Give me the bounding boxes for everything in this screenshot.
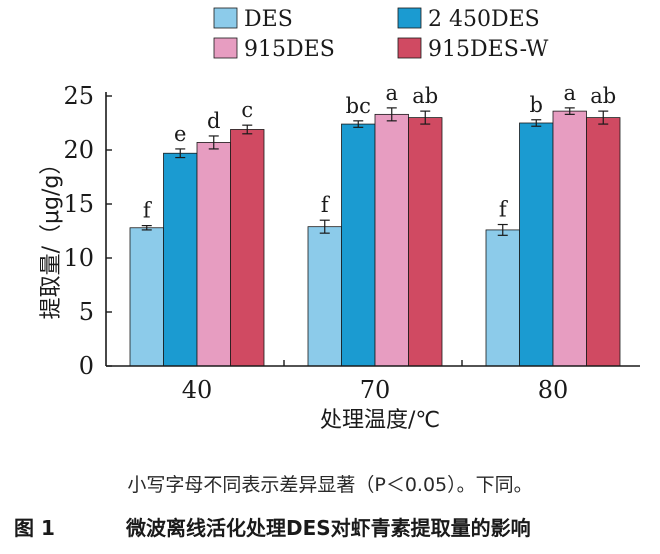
- significance-label: a: [385, 81, 398, 105]
- axes: 0 5 10 15 20 25 40 70 80: [63, 82, 640, 404]
- bar: [163, 152, 198, 367]
- legend-swatch: [397, 37, 422, 59]
- bar: [519, 122, 554, 367]
- y-tick-label: 10: [63, 244, 94, 272]
- x-tick-label: 80: [538, 376, 569, 404]
- bar: [307, 226, 342, 367]
- legend-swatch: [397, 7, 422, 29]
- legend-label: 915DES-W: [428, 37, 549, 62]
- significance-label: ab: [590, 84, 616, 108]
- legend-label: 2 450DES: [428, 7, 540, 32]
- significance-label: f: [321, 193, 331, 217]
- bar: [196, 142, 231, 367]
- significance-label: b: [530, 93, 543, 117]
- y-axis-title: 提取量/（μg/g）: [39, 153, 64, 320]
- significance-label: f: [143, 199, 153, 223]
- x-axis-title: 处理温度/℃: [320, 408, 440, 433]
- bar: [408, 117, 443, 367]
- legend-label: DES: [244, 7, 293, 32]
- significance-label: d: [207, 109, 220, 133]
- significance-label: ab: [412, 84, 438, 108]
- y-tick-label: 5: [79, 298, 94, 326]
- figure-caption: 图 1 微波离线活化处理DES对虾青素提取量的影响: [14, 512, 654, 541]
- bar: [552, 110, 587, 367]
- chart-note: 小写字母不同表示差异显著（P＜0.05）。下同。: [127, 474, 533, 496]
- bar: [586, 117, 621, 367]
- legend-swatch: [213, 7, 238, 29]
- y-tick-label: 25: [63, 82, 94, 110]
- x-tick-label: 70: [360, 376, 391, 404]
- y-tick-label: 20: [63, 136, 94, 164]
- significance-label: bc: [346, 94, 371, 118]
- figure-number: 图 1: [14, 516, 55, 540]
- bar: [485, 229, 520, 367]
- figure-title: 微波离线活化处理DES对虾青素提取量的影响: [126, 516, 531, 540]
- legend-swatch: [213, 37, 238, 59]
- significance-label: c: [241, 98, 253, 122]
- y-tick-label: 0: [79, 352, 94, 380]
- bar: [230, 129, 265, 367]
- bar: [374, 113, 409, 367]
- significance-label: e: [174, 122, 186, 146]
- significance-label: a: [563, 81, 576, 105]
- y-tick-label: 15: [63, 190, 94, 218]
- legend: DES 2 450DES 915DES 915DES-W: [213, 7, 549, 62]
- bar: [341, 123, 376, 367]
- legend-label: 915DES: [244, 37, 335, 62]
- significance-label: f: [499, 198, 509, 222]
- bar: [129, 227, 164, 367]
- x-tick-label: 40: [182, 376, 213, 404]
